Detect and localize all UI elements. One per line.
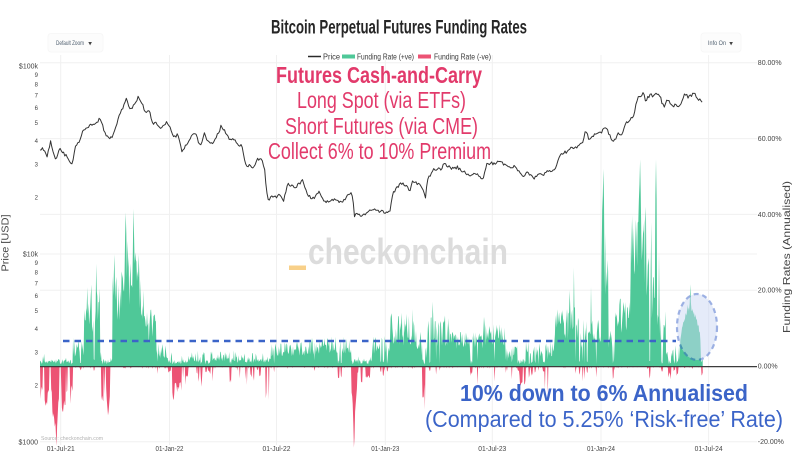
svg-text:01-Jan-22: 01-Jan-22: [156, 446, 184, 453]
svg-text:$1000: $1000: [19, 439, 39, 446]
svg-text:8: 8: [35, 270, 39, 276]
svg-text:Collect 6% to 10% Premium: Collect 6% to 10% Premium: [268, 138, 491, 164]
svg-text:Info On: Info On: [708, 41, 726, 47]
svg-text:(Compared to 5.25% ‘Risk-free’: (Compared to 5.25% ‘Risk-free’ Rate): [425, 406, 783, 432]
svg-text:Price: Price: [323, 53, 341, 62]
svg-text:60.00%: 60.00%: [758, 136, 782, 143]
svg-text:9: 9: [35, 261, 39, 267]
svg-text:20.00%: 20.00%: [758, 288, 782, 295]
svg-text:01-Jul-22: 01-Jul-22: [263, 446, 291, 453]
svg-text:2: 2: [35, 384, 39, 390]
svg-text:5: 5: [35, 121, 39, 127]
svg-text:5: 5: [35, 309, 39, 315]
svg-text:6: 6: [35, 106, 39, 112]
svg-text:40.00%: 40.00%: [758, 212, 782, 219]
svg-text:9: 9: [35, 73, 39, 79]
svg-text:-20.00%: -20.00%: [758, 439, 784, 446]
svg-text:7: 7: [35, 281, 39, 287]
svg-text:10% down to 6% Annualised: 10% down to 6% Annualised: [460, 380, 748, 406]
svg-text:01-Jul-21: 01-Jul-21: [47, 446, 75, 453]
svg-text:$100k: $100k: [19, 63, 39, 70]
svg-text:01-Jul-23: 01-Jul-23: [478, 446, 506, 453]
svg-text:Default Zoom: Default Zoom: [56, 41, 84, 47]
svg-text:01-Jan-23: 01-Jan-23: [371, 446, 399, 453]
svg-text:Short Futures (via CME): Short Futures (via CME): [285, 113, 478, 139]
svg-text:01-Jul-24: 01-Jul-24: [695, 446, 723, 453]
svg-text:Long Spot (via ETFs): Long Spot (via ETFs): [297, 87, 466, 113]
svg-text:Source: checkonchain.com: Source: checkonchain.com: [41, 436, 103, 442]
svg-text:01-Jan-24: 01-Jan-24: [587, 446, 615, 453]
svg-text:checkonchain: checkonchain: [308, 231, 508, 272]
svg-text:Funding Rates (Annualised): Funding Rates (Annualised): [781, 181, 793, 333]
svg-text:8: 8: [35, 82, 39, 88]
svg-text:0.00%: 0.00%: [758, 363, 778, 370]
svg-text:Price [USD]: Price [USD]: [0, 214, 12, 271]
svg-text:2: 2: [35, 196, 39, 202]
svg-text:80.00%: 80.00%: [758, 60, 782, 67]
svg-text:Funding Rate (+ve): Funding Rate (+ve): [357, 53, 414, 62]
svg-text:Funding Rate (-ve): Funding Rate (-ve): [434, 53, 491, 62]
svg-text:3: 3: [35, 163, 39, 169]
svg-text:4: 4: [35, 327, 39, 333]
svg-text:4: 4: [35, 139, 39, 145]
svg-text:6: 6: [35, 294, 39, 300]
svg-text:Futures Cash-and-Carry: Futures Cash-and-Carry: [276, 62, 482, 88]
svg-text:$10k: $10k: [23, 251, 39, 258]
svg-text:Bitcoin Perpetual Futures Fund: Bitcoin Perpetual Futures Funding Rates: [271, 18, 527, 39]
svg-text:7: 7: [35, 93, 39, 99]
svg-text:3: 3: [35, 351, 39, 357]
